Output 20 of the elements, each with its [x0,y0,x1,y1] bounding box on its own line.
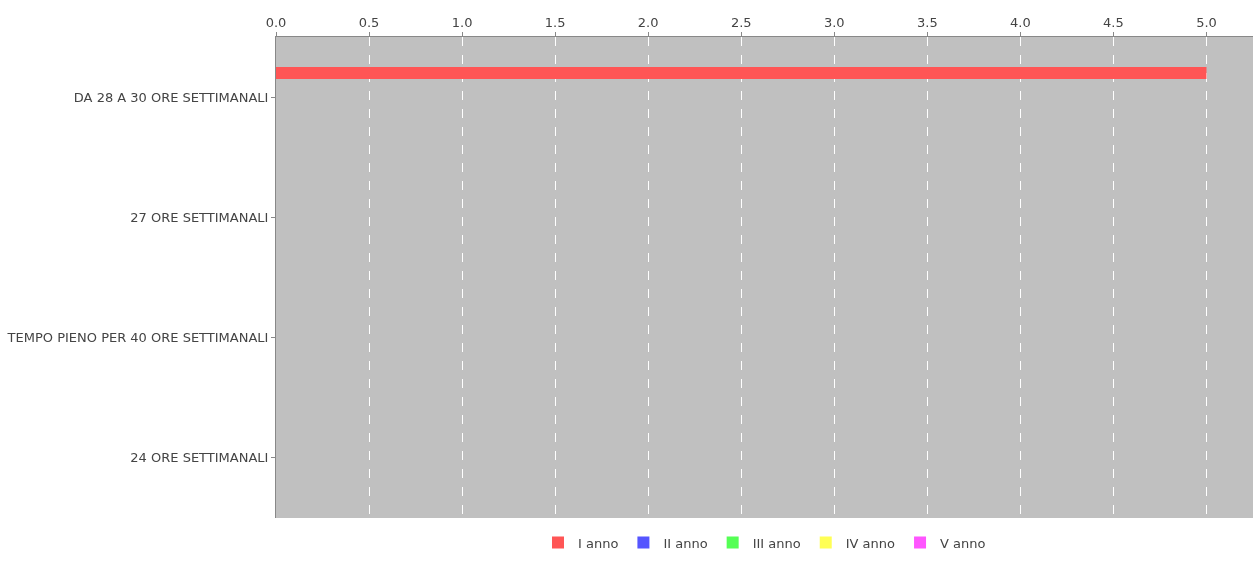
x-tick-label: 0.5 [358,14,380,30]
x-tick-label: 3.5 [916,14,938,30]
y-tick-label: 24 ORE SETTIMANALI [130,450,269,466]
y-tick-label: 27 ORE SETTIMANALI [130,209,269,225]
x-tick-label: 0.0 [265,14,287,30]
x-tick-label: 5.0 [1196,14,1217,30]
legend-label: IV anno [845,535,896,551]
legend-label: III anno [752,535,801,551]
legend-label: V anno [940,535,986,551]
y-tick-label: TEMPO PIENO PER 40 ORE SETTIMANALI [6,330,269,346]
x-tick-label: 4.0 [1010,14,1031,30]
legend-label: I anno [578,535,619,551]
legend-label: II anno [663,535,708,551]
y-tick-label: DA 28 A 30 ORE SETTIMANALI [73,89,269,105]
x-tick-label: 2.0 [637,14,659,30]
x-tick-label: 1.0 [451,14,473,30]
x-tick-label: 4.5 [1103,14,1124,30]
x-tick-label: 3.0 [823,14,845,30]
x-tick-label: 2.5 [730,14,752,30]
x-tick-label: 1.5 [544,14,566,30]
